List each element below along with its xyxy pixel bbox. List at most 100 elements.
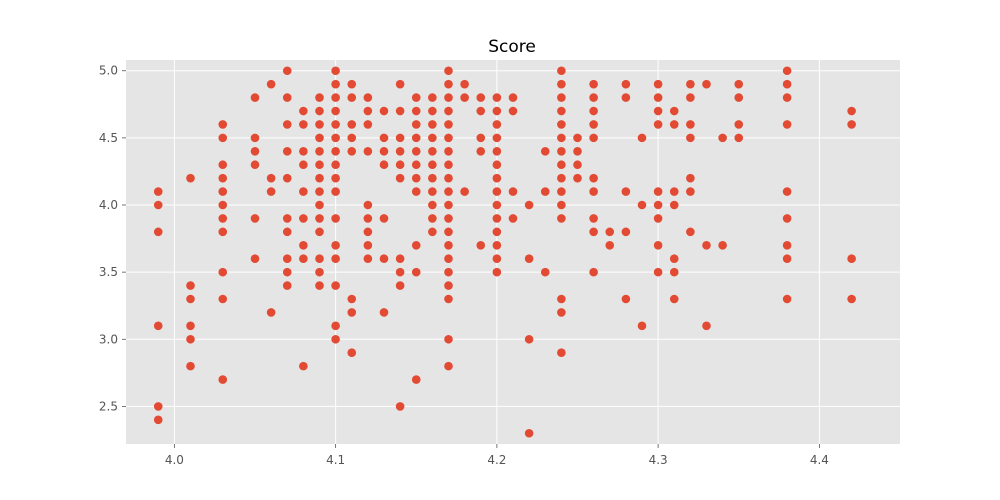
scatter-point — [557, 120, 566, 129]
scatter-point — [508, 93, 518, 102]
scatter-point — [589, 93, 598, 102]
scatter-point — [186, 321, 195, 331]
scatter-point — [540, 267, 550, 277]
scatter-point — [153, 415, 163, 425]
scatter-point — [669, 187, 679, 196]
scatter-point — [557, 348, 566, 358]
scatter-point — [782, 214, 792, 223]
scatter-point — [218, 214, 228, 223]
scatter-point — [347, 133, 357, 143]
scatter-point — [218, 187, 228, 196]
scatter-point — [444, 240, 453, 250]
scatter-point — [428, 214, 437, 223]
scatter-point — [686, 79, 695, 89]
scatter-point — [718, 240, 727, 250]
scatter-point — [492, 120, 502, 129]
scatter-point — [782, 79, 792, 89]
scatter-point — [218, 120, 228, 129]
scatter-point — [653, 267, 663, 277]
scatter-point — [266, 187, 276, 196]
scatter-point — [847, 120, 856, 129]
scatter-point — [589, 79, 598, 89]
scatter-point — [460, 187, 469, 196]
scatter-point — [250, 214, 260, 223]
scatter-point — [363, 240, 373, 250]
scatter-point — [218, 173, 228, 183]
scatter-point — [331, 66, 340, 76]
scatter-point — [589, 187, 598, 196]
scatter-point — [347, 308, 357, 317]
scatter-point — [492, 106, 502, 116]
scatter-point — [347, 294, 357, 304]
scatter-point — [218, 160, 228, 170]
scatter-point — [669, 294, 679, 304]
scatter-point — [444, 133, 453, 143]
scatter-point — [492, 214, 502, 223]
scatter-point — [444, 200, 453, 210]
scatter-point — [218, 200, 228, 210]
scatter-point — [734, 79, 744, 89]
scatter-point — [702, 79, 711, 89]
scatter-point — [492, 147, 502, 156]
scatter-point — [444, 79, 453, 89]
scatter-point — [524, 428, 534, 438]
scatter-point — [411, 133, 421, 143]
scatter-point — [347, 120, 357, 129]
scatter-point — [428, 93, 437, 102]
scatter-point — [315, 254, 324, 264]
scatter-point — [444, 227, 453, 237]
scatter-point — [444, 361, 453, 371]
scatter-point — [411, 267, 421, 277]
scatter-point — [395, 281, 405, 290]
scatter-point — [573, 133, 582, 143]
scatter-point — [444, 254, 453, 264]
scatter-point — [315, 214, 324, 223]
scatter-point — [331, 214, 340, 223]
scatter-point — [540, 187, 550, 196]
scatter-point — [186, 361, 195, 371]
scatter-point — [444, 106, 453, 116]
scatter-point — [621, 227, 631, 237]
scatter-point — [347, 147, 357, 156]
scatter-point — [476, 93, 486, 102]
scatter-point — [331, 173, 340, 183]
data-points — [153, 66, 856, 438]
scatter-point — [476, 133, 486, 143]
scatter-point — [315, 267, 324, 277]
scatter-point — [282, 281, 292, 290]
scatter-point — [218, 227, 228, 237]
scatter-point — [444, 187, 453, 196]
scatter-point — [621, 187, 631, 196]
scatter-point — [492, 200, 502, 210]
scatter-point — [444, 281, 453, 290]
scatter-point — [395, 160, 405, 170]
scatter-point — [492, 267, 502, 277]
scatter-point — [702, 321, 711, 331]
scatter-point — [524, 334, 534, 344]
scatter-point — [331, 79, 340, 89]
scatter-point — [363, 254, 373, 264]
scatter-point — [428, 200, 437, 210]
scatter-point — [411, 173, 421, 183]
scatter-point — [282, 254, 292, 264]
scatter-point — [379, 308, 389, 317]
scatter-point — [411, 106, 421, 116]
scatter-point — [218, 267, 228, 277]
scatter-point — [282, 214, 292, 223]
scatter-point — [508, 214, 518, 223]
scatter-point — [557, 66, 566, 76]
scatter-point — [315, 200, 324, 210]
scatter-point — [315, 227, 324, 237]
scatter-point — [331, 133, 340, 143]
scatter-point — [444, 120, 453, 129]
scatter-point — [669, 200, 679, 210]
scatter-point — [218, 375, 228, 384]
scatter-point — [153, 321, 163, 331]
scatter-point — [492, 93, 502, 102]
scatter-point — [540, 147, 550, 156]
scatter-point — [637, 133, 647, 143]
scatter-point — [411, 160, 421, 170]
scatter-point — [363, 214, 373, 223]
scatter-point — [557, 200, 566, 210]
scatter-point — [589, 173, 598, 183]
